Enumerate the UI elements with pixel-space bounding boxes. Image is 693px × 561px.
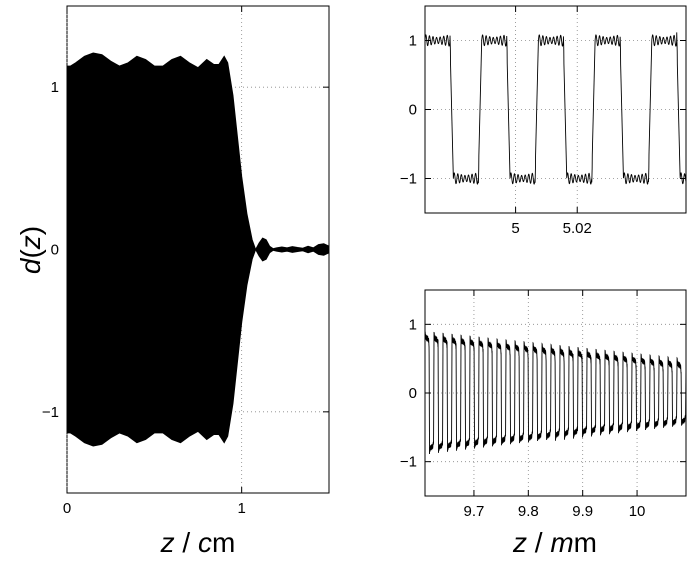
main-envelope-area: [66, 52, 257, 447]
main-tick-labels: −1 0 1 0 1: [42, 79, 246, 517]
top-x-tick-label: 5.02: [563, 220, 592, 237]
inset-bottom-ticks: [425, 290, 686, 496]
main-ticks: [66, 6, 329, 493]
bot-x-tick-label: 9.8: [518, 503, 539, 520]
main-y-tick-label: −1: [42, 404, 59, 421]
inset-bottom-tick-labels: −1 0 1 9.7 9.8 9.9 10: [400, 316, 646, 520]
main-y-tick-label: 0: [51, 242, 59, 259]
bot-x-tick-label: 9.7: [464, 503, 485, 520]
inset-bottom-series-line: [424, 331, 687, 454]
main-x-axis-label: z / cm: [160, 527, 236, 558]
top-x-tick-label: 5: [511, 220, 519, 237]
top-y-tick-label: −1: [400, 171, 417, 188]
inset-bottom-data: [424, 331, 687, 454]
bot-y-tick-label: −1: [400, 454, 417, 471]
main-y-axis-label: d(z): [15, 226, 46, 274]
main-chart: −1 0 1 0 1 z / cm d(z): [15, 5, 330, 558]
inset-bottom-chart: −1 0 1 9.7 9.8 9.9 10 z / mm: [400, 289, 687, 558]
inset-bottom-x-axis-label: z / mm: [512, 527, 597, 558]
main-x-tick-label: 1: [237, 500, 245, 517]
bot-x-tick-label: 10: [629, 503, 646, 520]
main-tail-area: [255, 237, 330, 262]
bot-y-tick-label: 1: [409, 316, 417, 333]
top-y-tick-label: 1: [409, 33, 417, 50]
main-x-tick-label: 0: [63, 500, 71, 517]
inset-top-series-line: [424, 32, 687, 185]
inset-top-ticks: [425, 6, 686, 213]
inset-top-chart: −1 0 1 5 5.02: [400, 5, 687, 238]
main-data: [66, 52, 330, 447]
top-y-tick-label: 0: [409, 102, 417, 119]
bot-y-tick-label: 0: [409, 385, 417, 402]
inset-top-data: [424, 32, 687, 185]
bot-x-tick-label: 9.9: [572, 503, 593, 520]
inset-top-tick-labels: −1 0 1 5 5.02: [400, 33, 592, 238]
main-y-tick-label: 1: [51, 79, 59, 96]
